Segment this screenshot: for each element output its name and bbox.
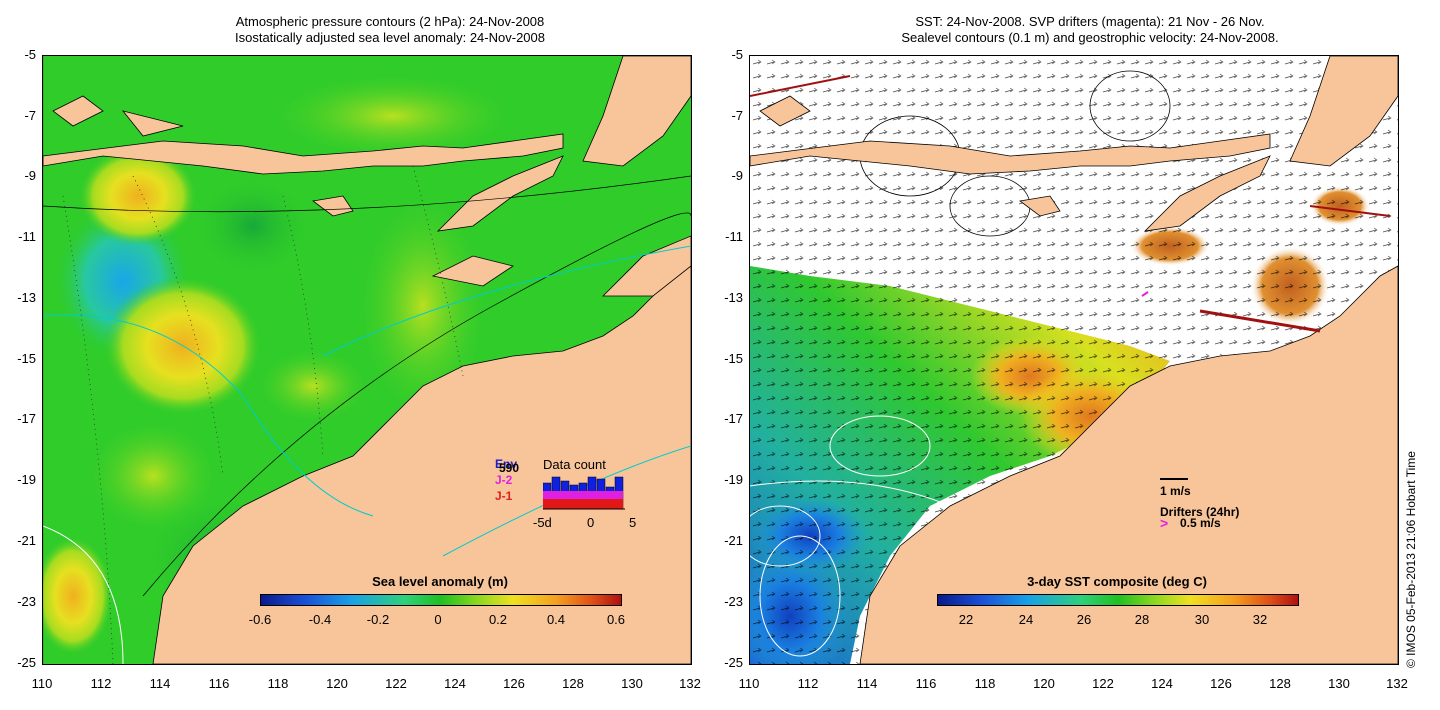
y-tick: -23 [724,594,743,609]
x-tick: 124 [444,676,466,691]
right-title-line2: Sealevel contours (0.1 m) and geostrophi… [901,30,1279,45]
y-tick: -19 [17,472,36,487]
y-tick: -25 [724,655,743,670]
right-cb-tick: 24 [1018,612,1034,627]
inset-title: Data count [543,457,606,472]
x-tick: 122 [385,676,407,691]
sea-level-anomaly-map [42,55,692,665]
y-tick: -5 [731,47,743,62]
left-cb-tick: -0.2 [366,612,390,627]
bar-stack [543,476,625,510]
right-map-title: SST: 24-Nov-2008. SVP drifters (magenta)… [760,14,1420,46]
x-tick: 114 [149,676,171,691]
right-cb-tick: 26 [1076,612,1092,627]
y-tick: -21 [724,533,743,548]
y-tick: -9 [731,168,743,183]
y-tick: -13 [724,290,743,305]
left-cb-tick: -0.6 [248,612,272,627]
y-tick: -9 [24,168,36,183]
left-title-line1: Atmospheric pressure contours (2 hPa): 2… [235,14,545,29]
y-tick: -13 [17,290,36,305]
right-cb-tick: 22 [958,612,974,627]
velocity-scale-label: 1 m/s [1160,484,1191,498]
y-tick: -7 [24,108,36,123]
y-tick: -7 [731,108,743,123]
x-tick: 112 [90,676,112,691]
drifters-label: Drifters (24hr) [1160,505,1240,519]
right-cb-tick: 32 [1252,612,1268,627]
right-colorbar-title: 3-day SST composite (deg C) [1027,574,1207,589]
x-tick: 118 [974,676,996,691]
velocity-scale-arrow-icon [1160,478,1188,480]
y-tick: -15 [17,351,36,366]
x-tick: 128 [562,676,584,691]
y-tick: -11 [725,229,743,244]
x-tick: 122 [1092,676,1114,691]
x-tick: 116 [915,676,937,691]
y-tick: -17 [17,411,36,426]
right-cb-tick: 28 [1134,612,1150,627]
y-tick: -21 [17,533,36,548]
x-tick: 124 [1151,676,1173,691]
inset-xtick-0: 0 [587,515,595,530]
x-tick: 110 [31,676,53,691]
y-tick: -19 [724,472,743,487]
x-tick: 118 [267,676,289,691]
y-tick: -23 [17,594,36,609]
right-cb-tick: 30 [1194,612,1210,627]
y-tick: -17 [724,411,743,426]
x-tick: 132 [679,676,701,691]
left-cb-tick: 0.4 [546,612,566,627]
x-tick: 126 [503,676,525,691]
x-tick: 130 [1328,676,1350,691]
y-tick: -5 [24,47,36,62]
left-cb-tick: -0.4 [308,612,332,627]
sea-level-colorbar [260,594,622,606]
x-tick: 114 [856,676,878,691]
y-tick: -11 [18,229,36,244]
left-title-line2: Isostatically adjusted sea level anomaly… [234,30,545,45]
inset-label-j1: J-1 [495,489,513,503]
left-cb-tick: 0.2 [488,612,508,627]
left-cb-tick: 0.6 [606,612,626,627]
x-tick: 112 [797,676,819,691]
x-tick: 132 [1386,676,1408,691]
left-cb-tick: 0 [434,612,442,627]
y-tick: -25 [17,655,36,670]
inset-label-env: Env [495,457,518,471]
data-count-bars [543,476,625,510]
sst-map [749,55,1399,665]
x-tick: 130 [621,676,643,691]
inset-xtick-minus5: -5d [533,515,552,530]
sst-colorbar [937,594,1299,606]
drifter-symbol-icon: > [1160,515,1169,531]
drifter-speed-label: 0.5 m/s [1180,516,1221,530]
inset-count: 590 [499,461,520,475]
x-tick: 128 [1269,676,1291,691]
left-map-title: Atmospheric pressure contours (2 hPa): 2… [110,14,670,46]
x-tick: 120 [1033,676,1055,691]
copyright-stamp: © IMOS 05-Feb-2013 21:06 Hobart Time [1404,451,1418,668]
left-colorbar-title: Sea level anomaly (m) [372,574,508,589]
x-tick: 120 [326,676,348,691]
right-title-line1: SST: 24-Nov-2008. SVP drifters (magenta)… [915,14,1265,29]
inset-label-j2: J-2 [495,473,513,487]
x-tick: 126 [1210,676,1232,691]
data-count-inset: Env 590 J-2 J-1 Data count -5d 0 5 [495,455,645,535]
inset-xtick-5: 5 [629,515,637,530]
x-tick: 110 [738,676,760,691]
x-tick: 116 [208,676,230,691]
y-tick: -15 [724,351,743,366]
